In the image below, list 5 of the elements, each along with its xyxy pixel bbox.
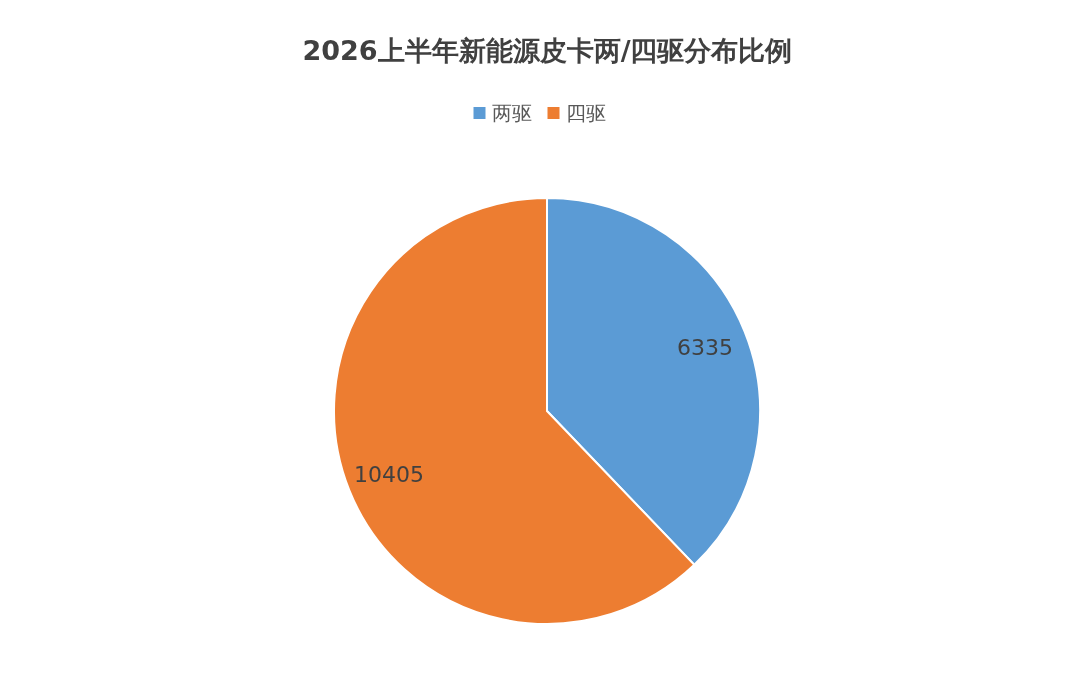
legend-label: 两驱 — [491, 101, 532, 125]
data-label: 6335 — [677, 334, 734, 360]
legend-label: 四驱 — [565, 101, 606, 125]
data-label: 10405 — [353, 462, 424, 488]
chart-title: 2026上半年新能源皮卡两/四驱分布比例 — [302, 35, 793, 66]
